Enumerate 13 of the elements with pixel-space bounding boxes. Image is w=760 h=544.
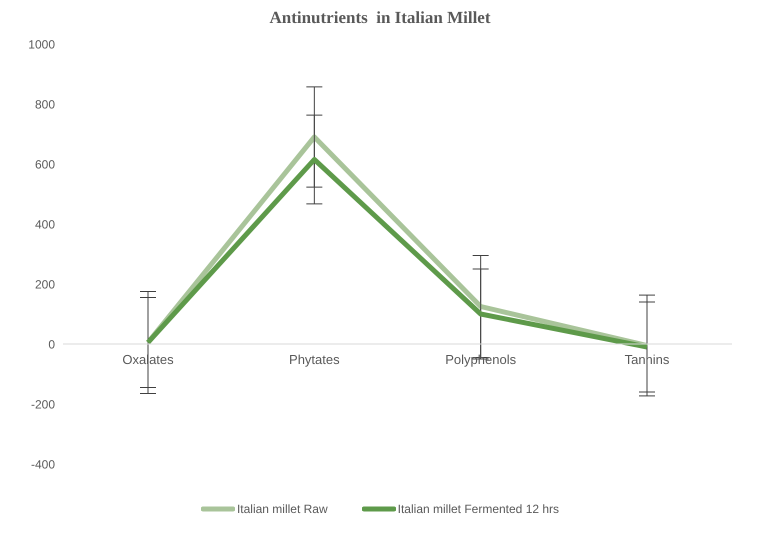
legend-label: Italian millet Fermented 12 hrs bbox=[398, 502, 560, 516]
x-tick-label: Polyphenols bbox=[445, 352, 517, 367]
y-tick-label: 0 bbox=[48, 337, 56, 352]
chart-title: Antinutrients in Italian Millet bbox=[268, 8, 492, 28]
y-tick-label: 600 bbox=[34, 157, 56, 172]
y-tick-label: 1000 bbox=[28, 37, 56, 52]
x-tick-label: Phytates bbox=[289, 352, 340, 367]
legend-label: Italian millet Raw bbox=[236, 502, 328, 516]
y-tick-label: -400 bbox=[30, 457, 56, 472]
y-tick-label: 200 bbox=[34, 277, 56, 292]
y-tick-label: 800 bbox=[34, 97, 56, 112]
y-tick-label: 400 bbox=[34, 217, 56, 232]
y-tick-label: -200 bbox=[30, 397, 56, 412]
